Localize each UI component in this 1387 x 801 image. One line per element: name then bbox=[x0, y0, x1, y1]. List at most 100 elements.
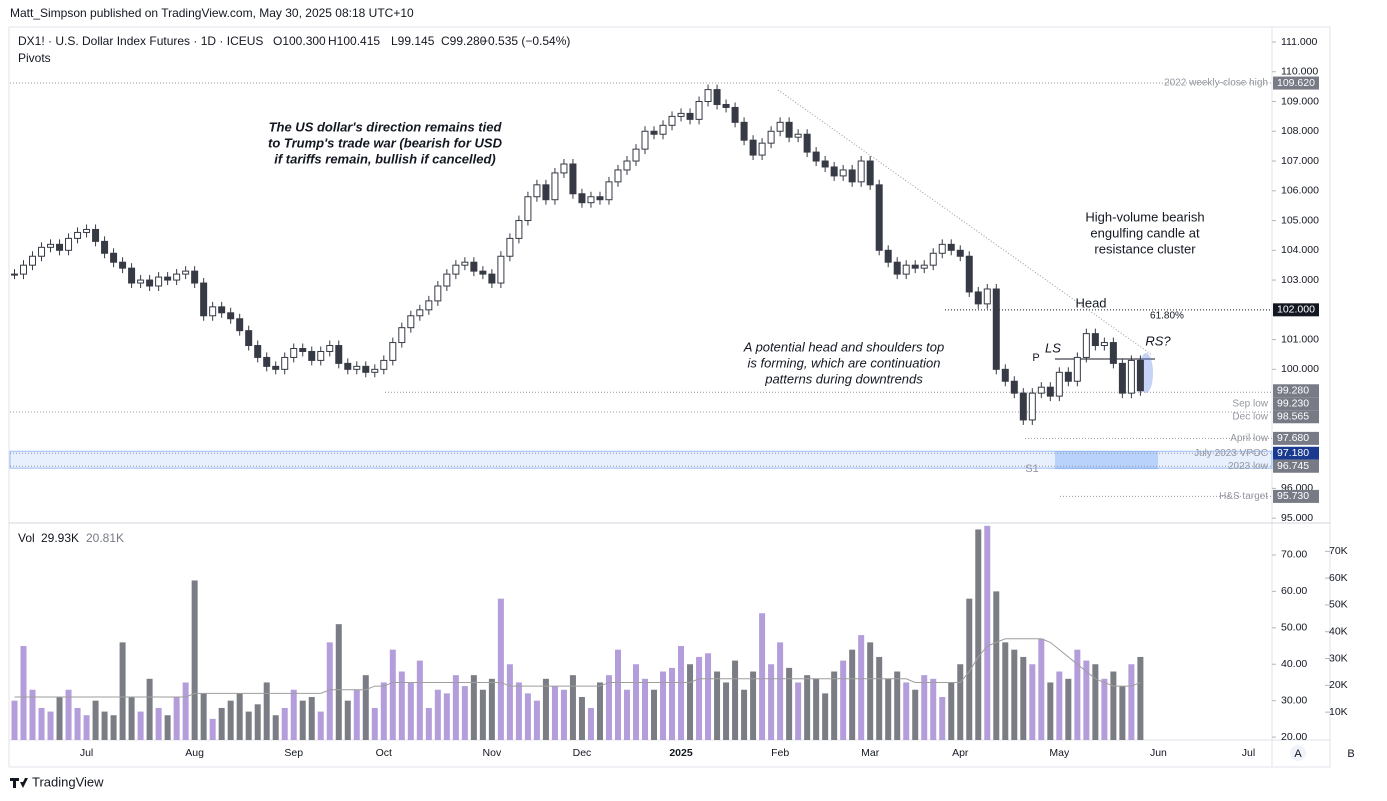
volume-ma bbox=[14, 638, 1141, 698]
y-tick-label: 109.000 bbox=[1281, 95, 1319, 107]
volume-bar bbox=[506, 664, 513, 740]
volume-bar bbox=[326, 642, 333, 740]
level-name: Sep low bbox=[1232, 398, 1268, 409]
candle bbox=[776, 121, 784, 132]
level-label: 97.680 bbox=[1277, 432, 1309, 444]
level-box bbox=[1273, 76, 1319, 90]
volume-bar bbox=[1056, 671, 1063, 740]
frame bbox=[8, 26, 1331, 768]
x-tick-label: Nov bbox=[483, 747, 502, 759]
logo: TradingView bbox=[10, 774, 104, 789]
candle bbox=[911, 264, 919, 269]
button-a[interactable] bbox=[1290, 745, 1306, 761]
volume-bar bbox=[101, 711, 108, 740]
volume-bar bbox=[930, 678, 937, 740]
candle bbox=[200, 282, 208, 317]
level-box bbox=[1273, 431, 1319, 445]
candle bbox=[326, 345, 334, 352]
volume-bar bbox=[984, 525, 991, 740]
volume-bar bbox=[750, 671, 757, 740]
candle bbox=[992, 288, 1000, 370]
volume-bar bbox=[804, 675, 811, 740]
candle bbox=[371, 368, 379, 373]
volume-bar bbox=[687, 664, 694, 740]
x-tick-label: Oct bbox=[376, 747, 392, 759]
y2-tick-label: 10K bbox=[1329, 706, 1348, 718]
candle bbox=[92, 228, 100, 242]
volume-bar bbox=[209, 718, 216, 740]
candle bbox=[29, 255, 37, 266]
candle bbox=[515, 220, 523, 239]
y2-tick-label: 60K bbox=[1329, 572, 1348, 584]
volume-bar bbox=[227, 700, 234, 740]
candle bbox=[245, 330, 253, 347]
volume-bar bbox=[1011, 649, 1018, 740]
vol-ma-value: 20.81K bbox=[86, 531, 124, 545]
volume-bar bbox=[1110, 671, 1117, 740]
candle bbox=[56, 243, 64, 251]
y-tick-label: 30.00 bbox=[1281, 694, 1307, 706]
pivot-p: P bbox=[1032, 352, 1039, 364]
candle bbox=[38, 246, 46, 257]
candle bbox=[587, 196, 595, 204]
candle bbox=[443, 273, 451, 287]
level-name: Dec low bbox=[1232, 411, 1268, 422]
candle bbox=[308, 350, 316, 361]
candle bbox=[839, 169, 847, 177]
candle bbox=[686, 112, 694, 120]
candle bbox=[983, 288, 991, 305]
candle bbox=[1037, 386, 1045, 394]
volume-bar bbox=[894, 671, 901, 740]
volume-bar bbox=[380, 682, 387, 740]
candle bbox=[209, 306, 217, 317]
candle bbox=[218, 306, 226, 314]
volume-bar bbox=[1002, 642, 1009, 740]
volume-bar bbox=[344, 700, 351, 740]
volume-bar bbox=[182, 682, 189, 740]
candle bbox=[1019, 392, 1027, 421]
volume-bar bbox=[146, 678, 153, 740]
volume-bar bbox=[632, 664, 639, 740]
button-a-label[interactable]: A bbox=[1294, 748, 1302, 760]
volume-bar bbox=[921, 675, 928, 740]
volume-bar bbox=[155, 707, 162, 740]
volume-bar bbox=[822, 693, 829, 740]
volume-bar bbox=[191, 580, 198, 740]
x-tick-label: Jun bbox=[1150, 747, 1167, 759]
volume-bar bbox=[660, 671, 667, 740]
volume-bar bbox=[623, 689, 630, 740]
candle bbox=[569, 163, 577, 195]
candle bbox=[812, 151, 820, 162]
candle bbox=[632, 148, 640, 162]
candle bbox=[866, 160, 874, 186]
volume-bar bbox=[1137, 656, 1144, 740]
x-tick-label: Feb bbox=[771, 747, 789, 759]
candle bbox=[173, 273, 181, 281]
candle bbox=[1118, 362, 1126, 394]
y-tick-label: 95.000 bbox=[1281, 512, 1313, 524]
candle bbox=[146, 279, 154, 287]
close: C99.280 bbox=[441, 34, 487, 48]
annotation: if tariffs remain, bullish if cancelled) bbox=[274, 151, 496, 166]
volume-bar bbox=[1020, 656, 1027, 740]
volume-bar bbox=[11, 700, 18, 740]
volume-bar bbox=[371, 707, 378, 740]
y-tick-label: 20.00 bbox=[1281, 731, 1307, 743]
volume-bar bbox=[669, 667, 676, 740]
volume-bar bbox=[1128, 664, 1135, 740]
y-tick-label: 108.000 bbox=[1281, 125, 1319, 137]
published: Matt_Simpson published on TradingView.co… bbox=[10, 6, 414, 20]
candle bbox=[551, 172, 559, 201]
volume-bar bbox=[723, 682, 730, 740]
candle bbox=[848, 169, 856, 183]
candle bbox=[875, 184, 883, 251]
volume-bar bbox=[939, 697, 946, 740]
button-b-label[interactable]: B bbox=[1347, 748, 1354, 760]
candle bbox=[452, 264, 460, 275]
y-tick-label: 70.00 bbox=[1281, 549, 1307, 561]
level-label: 97.180 bbox=[1277, 447, 1309, 459]
candle bbox=[335, 345, 343, 364]
volume-bar bbox=[236, 693, 243, 740]
candle bbox=[614, 169, 622, 183]
